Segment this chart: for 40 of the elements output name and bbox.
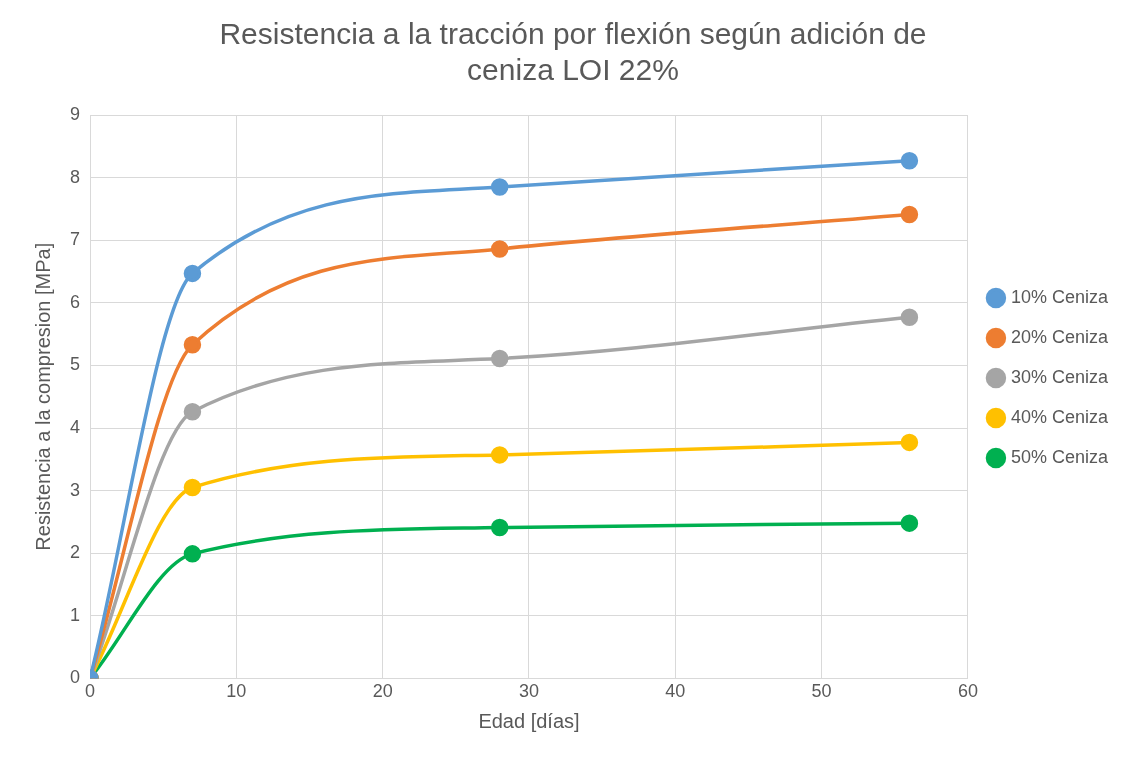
y-tick-label: 7: [70, 229, 81, 250]
point: [490, 240, 509, 258]
y-tick-label: 3: [70, 479, 81, 500]
point: [183, 478, 202, 497]
y-tick-label: 2: [70, 542, 81, 563]
x-tick-label: 50: [811, 681, 832, 702]
point: [900, 514, 919, 532]
chart-title: Resistencia a la tracción por flexión según adición de ceniza LOI 22%: [219, 17, 927, 87]
point: [900, 205, 919, 224]
x-tick-label: 60: [957, 681, 978, 702]
point: [183, 402, 202, 421]
y-tick-label: 5: [70, 354, 81, 375]
legend-label: 20% Ceniza: [1010, 326, 1109, 347]
x-tick-label: 30: [518, 681, 539, 702]
point: [900, 308, 919, 326]
x-tick-label: 40: [665, 681, 686, 702]
y-axis-title: Resistencia a la compresion [MPa]: [31, 242, 54, 551]
y-tick-label: 6: [70, 291, 81, 312]
y-tick-label: 9: [70, 103, 81, 124]
point: [183, 545, 202, 563]
point: [490, 446, 509, 464]
y-tick-label: 0: [70, 667, 81, 688]
x-tick-label: 10: [226, 681, 247, 702]
legend-label: 50% Ceniza: [1010, 446, 1109, 467]
x-axis-title: Edad [días]: [478, 709, 580, 732]
point: [490, 349, 509, 368]
x-tick-label: 20: [372, 681, 393, 702]
point: [490, 178, 509, 196]
y-tick-label: 8: [70, 166, 81, 187]
legend-label: 40% Ceniza: [1010, 406, 1109, 427]
y-tick-label: 4: [70, 416, 81, 437]
legend-label: 10% Ceniza: [1010, 286, 1109, 307]
legend-label: 30% Ceniza: [1010, 366, 1109, 387]
point: [900, 433, 919, 452]
point: [490, 518, 509, 537]
x-tick-label: 0: [85, 681, 96, 702]
y-tick-label: 1: [70, 604, 81, 625]
point: [900, 151, 919, 170]
point: [183, 335, 202, 354]
point: [183, 264, 202, 283]
